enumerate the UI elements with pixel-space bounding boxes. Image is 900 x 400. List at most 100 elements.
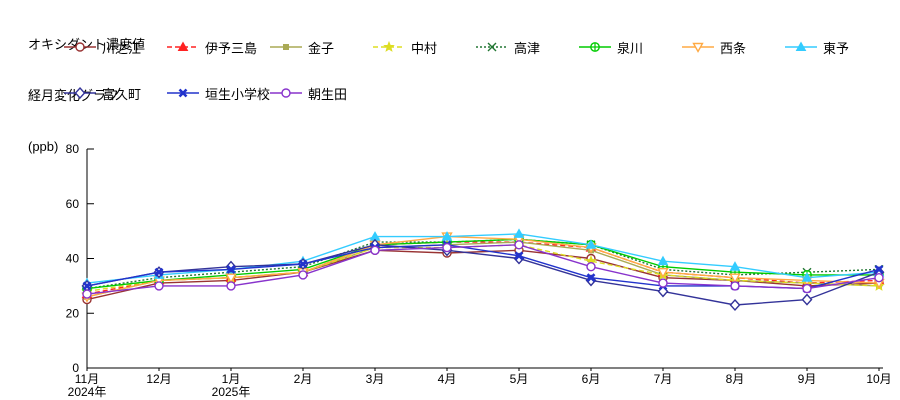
series-marker-diamond-open xyxy=(74,86,86,100)
series-marker-x-bold xyxy=(874,264,884,274)
series-marker-triangle-up-filled xyxy=(585,239,597,249)
series-marker-triangle-up-filled xyxy=(657,255,669,266)
series-marker-circle-open xyxy=(586,262,596,272)
legend-item-泉川: 泉川 xyxy=(579,40,644,56)
series-marker-triangle-down-open xyxy=(657,268,669,279)
series-marker-triangle-up-filled xyxy=(441,231,453,241)
legend-item-西条: 西条 xyxy=(682,40,747,56)
chart-title-line1: オキシダント濃度値 xyxy=(28,37,146,52)
chart-title-line2: 経月変化グラフ xyxy=(28,88,120,103)
series-marker-diamond-open xyxy=(801,293,813,306)
legend-item-朝生田: 朝生田 xyxy=(270,86,347,102)
series-marker-triangle-down-open xyxy=(692,42,704,53)
series-marker-circle-plus xyxy=(590,42,600,52)
legend-label: 川之江 xyxy=(102,40,142,56)
legend-marker-x-mark xyxy=(476,42,508,52)
legend-item-中村: 中村 xyxy=(373,40,438,56)
legend-marker-circle-open xyxy=(64,42,96,52)
y-tick-label: 80 xyxy=(66,142,80,156)
x-tick-label: 7月 xyxy=(654,372,673,386)
x-tick-label: 10月 xyxy=(866,372,891,386)
series-marker-circle-open xyxy=(75,42,85,52)
series-marker-circle-open xyxy=(154,281,164,291)
series-朝生田 xyxy=(82,240,884,299)
series-marker-triangle-up-filled xyxy=(513,228,525,238)
series-marker-x-bold xyxy=(226,264,236,274)
series-marker-circle-open xyxy=(874,273,884,283)
legend-marker-circle-plus xyxy=(579,42,611,52)
legend-marker-star xyxy=(373,40,405,52)
series-marker-x-bold xyxy=(586,273,596,283)
series-marker-triangle-up-filled xyxy=(795,41,807,51)
y-tick-label: 20 xyxy=(66,306,80,320)
legend-label: 金子 xyxy=(308,40,335,56)
legend-marker-x-bold xyxy=(167,88,199,98)
chart-title: オキシダント濃度値 経月変化グラフ (ppb) xyxy=(28,2,145,189)
series-marker-diamond-open xyxy=(729,298,741,312)
series-marker-circle-open xyxy=(730,281,740,291)
legend-label: 高津 xyxy=(514,40,541,56)
legend-item-高津: 高津 xyxy=(476,40,541,56)
series-marker-circle-open xyxy=(658,278,668,288)
series-marker-circle-open xyxy=(514,240,524,250)
legend-label: 富久町 xyxy=(102,86,142,102)
x-axis-labels: 11月 12月 1月 2月 3月 4月 5月 6月 7月 8月 9月 10月 2024年 2025年 xyxy=(68,372,892,399)
legend-marker-square-filled xyxy=(270,44,302,50)
series-marker-triangle-up-filled xyxy=(729,261,741,271)
x-tick-label: 11月 xyxy=(75,372,99,386)
series-marker-circle-open xyxy=(442,242,452,253)
series-marker-triangle-up-filled xyxy=(801,272,813,282)
series-marker-circle-open xyxy=(298,270,308,280)
y-tick-label: 40 xyxy=(66,252,80,266)
series-marker-circle-open xyxy=(82,289,92,299)
x-tick-label: 4月 xyxy=(438,372,457,386)
series-marker-circle-open xyxy=(802,283,812,294)
legend-item-東予: 東予 xyxy=(785,40,850,56)
legend-item-垣生小学校: 垣生小学校 xyxy=(167,86,271,102)
legend-item-川之江: 川之江 xyxy=(64,40,142,56)
legend-item-金子: 金子 xyxy=(270,40,335,56)
x-tick-label: 2月 xyxy=(294,372,313,386)
legend-label: 垣生小学校 xyxy=(205,86,271,102)
x-tick-label: 6月 xyxy=(582,372,601,386)
series-marker-circle-open xyxy=(281,88,291,98)
legend-marker-circle-open xyxy=(270,88,302,98)
series-marker-square-filled xyxy=(283,44,289,50)
legend-marker-triangle-down-open xyxy=(682,42,714,53)
legend-label: 東予 xyxy=(823,40,850,56)
legend-item-伊予三島: 伊予三島 xyxy=(167,40,257,56)
legend-marker-triangle-up-filled xyxy=(785,41,817,51)
legend-label: 泉川 xyxy=(617,40,644,56)
series-marker-x-bold xyxy=(82,281,92,291)
x-tick-label: 9月 xyxy=(798,372,817,386)
legend-marker-diamond-open xyxy=(64,86,96,100)
series-marker-x-bold xyxy=(178,88,188,98)
series-marker-triangle-down-open xyxy=(225,273,237,284)
series-marker-x-mark xyxy=(487,42,497,52)
series-marker-x-bold xyxy=(514,251,524,261)
series-marker-circle-open xyxy=(370,245,380,256)
chart-unit-label: (ppb) xyxy=(28,139,59,154)
y-axis-labels: 0 20 40 60 80 xyxy=(66,142,80,375)
x-tick-label: 5月 xyxy=(510,372,529,386)
series-marker-triangle-down-open xyxy=(729,273,741,284)
x-year-label: 2025年 xyxy=(212,385,251,399)
x-tick-label: 1月 xyxy=(222,372,241,386)
series-垣生小学校 xyxy=(82,240,884,294)
legend-label: 西条 xyxy=(720,40,747,56)
legend-label: 中村 xyxy=(411,40,438,56)
x-year-label: 2024年 xyxy=(68,385,107,399)
legend-marker-triangle-up-filled xyxy=(167,41,199,51)
x-tick-label: 8月 xyxy=(726,372,745,386)
axes xyxy=(86,148,883,371)
series-marker-triangle-up-filled xyxy=(177,41,189,51)
x-tick-label: 12月 xyxy=(146,372,171,386)
series-marker-x-bold xyxy=(298,259,308,269)
x-tick-label: 3月 xyxy=(366,372,385,386)
legend-item-富久町: 富久町 xyxy=(64,86,142,102)
y-tick-label: 0 xyxy=(72,361,79,375)
series-marker-circle-open xyxy=(226,281,236,291)
series-marker-star xyxy=(383,40,395,52)
